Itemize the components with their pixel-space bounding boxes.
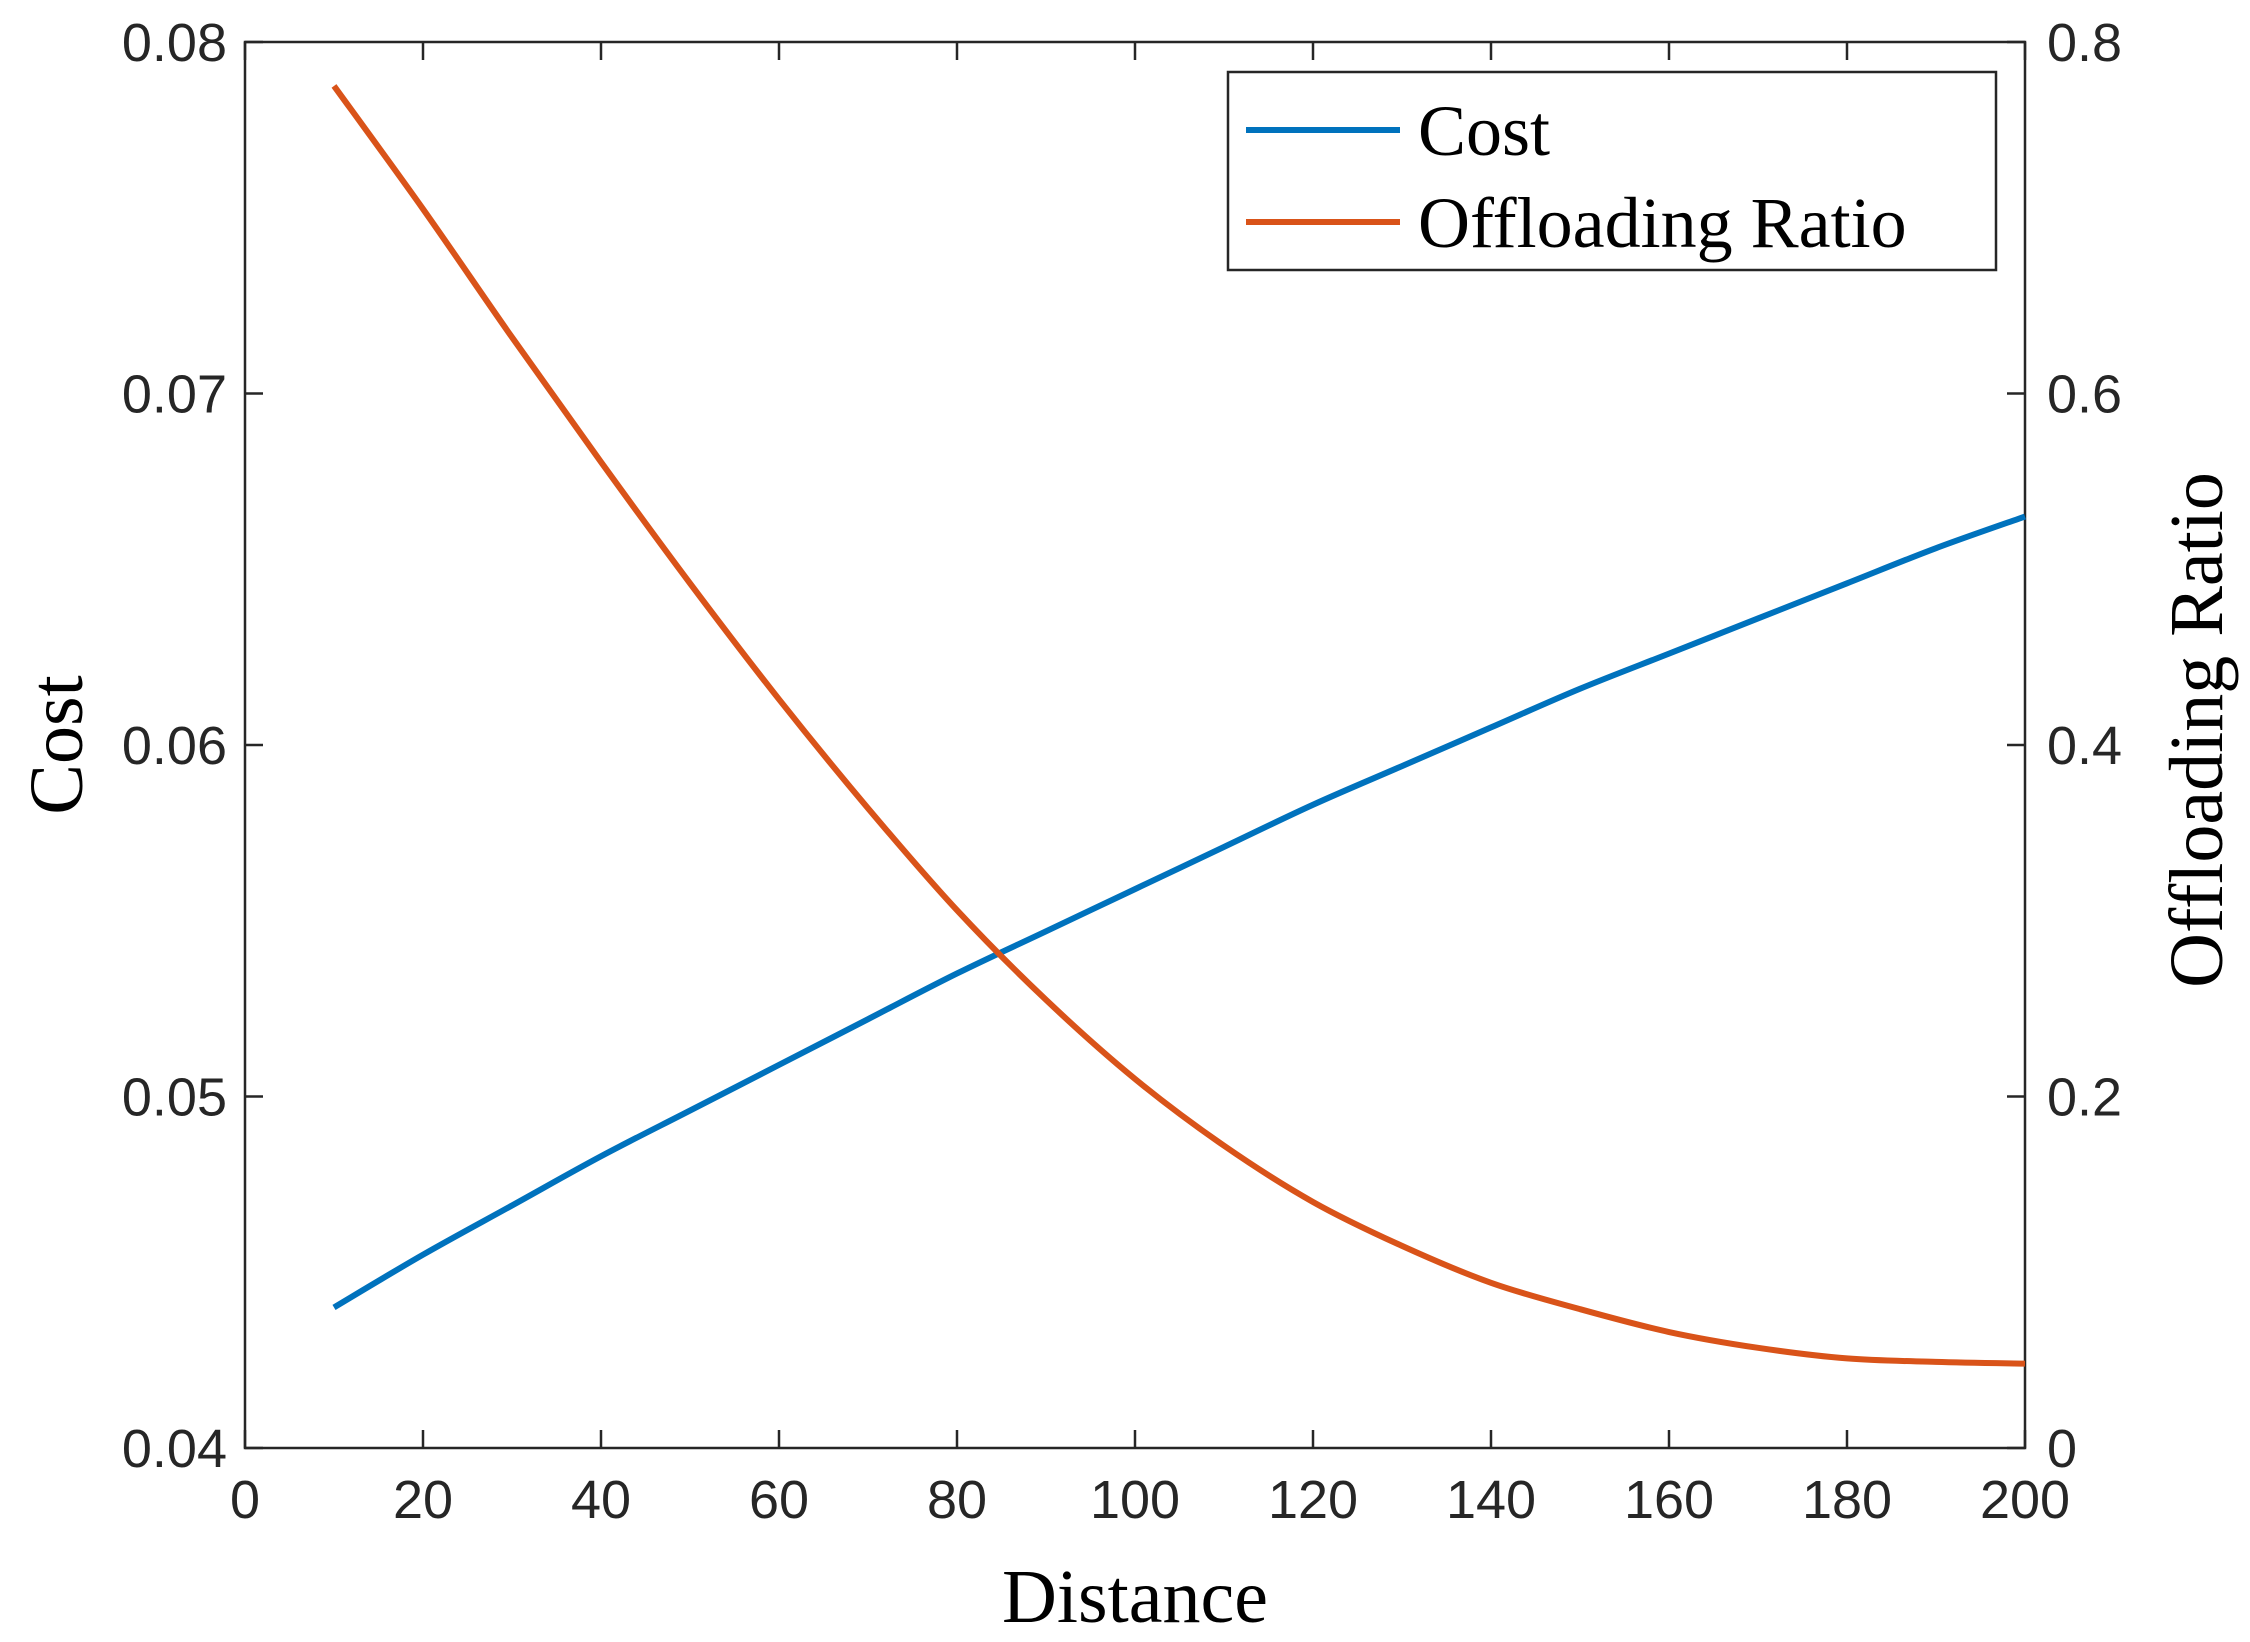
x-tick-label: 20	[393, 1470, 453, 1530]
plot-area: 0 20 40 60 80 100 120 140 160 180 200 0.04 0.05 0.06 0…	[122, 13, 2122, 1530]
x-tick-label: 120	[1268, 1470, 1358, 1530]
x-tick-label: 180	[1802, 1470, 1892, 1530]
legend-entry-offloading-ratio: Offloading Ratio	[1418, 183, 1907, 263]
x-tick-label: 140	[1446, 1470, 1536, 1530]
legend-entry-cost: Cost	[1418, 91, 1550, 171]
y-axis-label: Cost	[15, 675, 99, 814]
y-tick-label: 0.05	[122, 1068, 227, 1128]
y2-axis-label: Offloading Ratio	[2155, 472, 2239, 988]
series-layer	[331, 84, 2027, 1367]
legend-box	[1226, 70, 1998, 272]
x-tick-label: 160	[1624, 1470, 1714, 1530]
y2-tick-label: 0	[2047, 1419, 2077, 1479]
series-line-offloading-ratio	[331, 84, 2026, 1367]
x-tick-label: 80	[927, 1470, 987, 1530]
x-tick-label: 60	[749, 1470, 809, 1530]
y2-tick-label: 0.2	[2047, 1068, 2122, 1128]
y-tick-label: 0.08	[122, 13, 227, 73]
y2-tick-label: 0.8	[2047, 13, 2122, 73]
y-tick-label: 0.06	[122, 716, 227, 776]
x-tick-label: 200	[1980, 1470, 2070, 1530]
y2-tick-label: 0.4	[2047, 716, 2122, 776]
x-tick-label: 100	[1090, 1470, 1180, 1530]
y2-tick-label: 0.6	[2047, 365, 2122, 425]
y-tick-label: 0.07	[122, 365, 227, 425]
y-tick-label: 0.04	[122, 1419, 227, 1479]
x-tick-label: 40	[571, 1470, 631, 1530]
series-line-cost	[332, 513, 2027, 1310]
ticks: 0 20 40 60 80 100 120 140 160 180 200 0.04 0.05 0.06 0…	[122, 13, 2122, 1530]
x-axis-label: Distance	[1002, 1555, 1268, 1639]
legend: Cost Offloading Ratio	[1226, 70, 1998, 272]
x-tick-label: 0	[230, 1470, 260, 1530]
